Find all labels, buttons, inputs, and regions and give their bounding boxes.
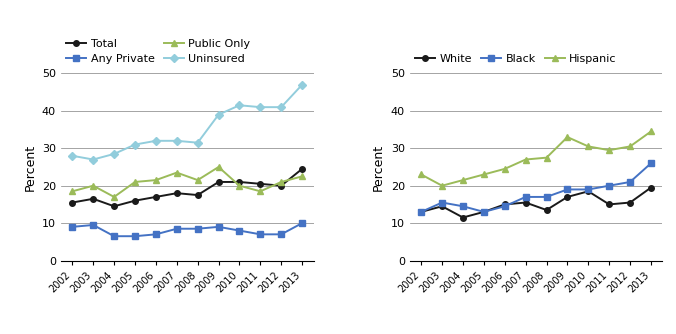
Y-axis label: Percent: Percent — [23, 143, 37, 191]
Line: Uninsured: Uninsured — [70, 82, 305, 162]
Uninsured — [131, 143, 139, 147]
Black — [605, 184, 613, 188]
White — [626, 200, 634, 204]
Line: Any Private: Any Private — [70, 220, 305, 239]
White — [647, 186, 655, 190]
Hispanic — [501, 167, 509, 171]
Uninsured — [110, 152, 118, 156]
Total — [89, 197, 97, 201]
White — [563, 195, 571, 199]
Black — [459, 204, 467, 208]
Public Only — [110, 195, 118, 199]
Any Private — [152, 232, 160, 236]
Black — [438, 200, 446, 204]
Line: White: White — [418, 185, 654, 220]
Uninsured — [256, 105, 264, 109]
Total — [68, 200, 76, 204]
Public Only — [152, 178, 160, 182]
Public Only — [214, 165, 222, 169]
Any Private — [110, 234, 118, 238]
Any Private — [173, 227, 181, 231]
Uninsured — [298, 83, 306, 87]
Line: Total: Total — [70, 166, 305, 209]
Any Private — [193, 227, 201, 231]
Hispanic — [584, 144, 592, 148]
Total — [110, 204, 118, 208]
Legend: Total, Any Private, Public Only, Uninsured: Total, Any Private, Public Only, Uninsur… — [66, 39, 250, 64]
Any Private — [68, 225, 76, 229]
Hispanic — [647, 130, 655, 134]
Black — [563, 187, 571, 191]
Hispanic — [626, 144, 634, 148]
Hispanic — [605, 148, 613, 152]
Black — [522, 195, 530, 199]
Uninsured — [214, 113, 222, 117]
Any Private — [235, 228, 243, 232]
Any Private — [131, 234, 139, 238]
Hispanic — [542, 156, 550, 160]
Any Private — [89, 223, 97, 227]
Public Only — [277, 180, 285, 184]
Public Only — [68, 189, 76, 193]
White — [584, 189, 592, 193]
Line: Black: Black — [418, 160, 654, 215]
White — [605, 202, 613, 206]
Legend: White, Black, Hispanic: White, Black, Hispanic — [415, 54, 617, 64]
Line: Hispanic: Hispanic — [418, 129, 654, 188]
Uninsured — [152, 139, 160, 143]
Public Only — [256, 189, 264, 193]
Line: Public Only: Public Only — [70, 164, 305, 200]
Total — [235, 180, 243, 184]
Black — [480, 210, 488, 214]
Public Only — [298, 174, 306, 178]
Total — [173, 191, 181, 195]
Any Private — [277, 232, 285, 236]
Total — [256, 182, 264, 186]
White — [522, 200, 530, 204]
Uninsured — [68, 154, 76, 158]
Public Only — [235, 184, 243, 188]
Black — [647, 161, 655, 165]
Total — [193, 193, 201, 197]
Black — [584, 187, 592, 191]
Public Only — [173, 171, 181, 175]
White — [438, 204, 446, 208]
Total — [214, 180, 222, 184]
Y-axis label: Percent: Percent — [372, 143, 385, 191]
Hispanic — [438, 184, 446, 188]
Public Only — [131, 180, 139, 184]
Any Private — [256, 232, 264, 236]
Public Only — [193, 178, 201, 182]
Any Private — [298, 221, 306, 225]
White — [480, 210, 488, 214]
Uninsured — [193, 141, 201, 145]
Hispanic — [522, 158, 530, 162]
White — [542, 208, 550, 212]
Hispanic — [459, 178, 467, 182]
Total — [152, 195, 160, 199]
Hispanic — [563, 135, 571, 139]
Uninsured — [235, 103, 243, 107]
Black — [417, 210, 425, 214]
Black — [542, 195, 550, 199]
White — [501, 202, 509, 206]
Total — [131, 199, 139, 203]
Black — [626, 180, 634, 184]
Black — [501, 204, 509, 208]
Uninsured — [173, 139, 181, 143]
Hispanic — [417, 172, 425, 176]
Hispanic — [480, 172, 488, 176]
White — [417, 210, 425, 214]
Any Private — [214, 225, 222, 229]
Total — [298, 167, 306, 171]
Total — [277, 184, 285, 188]
Uninsured — [277, 105, 285, 109]
White — [459, 215, 467, 219]
Uninsured — [89, 158, 97, 162]
Public Only — [89, 184, 97, 188]
